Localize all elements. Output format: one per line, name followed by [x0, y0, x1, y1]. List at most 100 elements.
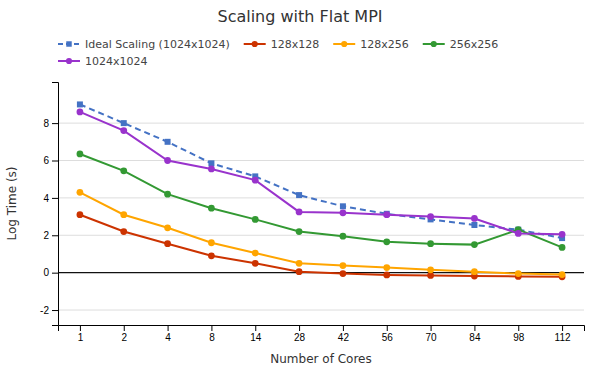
series-marker — [427, 240, 434, 247]
grid-line — [58, 160, 584, 161]
legend-marker — [66, 58, 72, 64]
x-tick-label: 8 — [209, 332, 215, 343]
series-marker — [164, 240, 171, 247]
x-tick: 98 — [513, 325, 525, 343]
legend-item: 256x256 — [423, 38, 499, 51]
legend-label: 128x256 — [360, 38, 409, 51]
series-marker — [296, 228, 303, 235]
legend-item: 128x128 — [244, 38, 320, 51]
x-tick-mark — [211, 325, 212, 331]
y-tick-label: -2 — [40, 305, 49, 316]
x-tick-label: 2 — [121, 332, 127, 343]
y-tick-label: 0 — [43, 267, 49, 278]
y-tick-label: 6 — [43, 155, 49, 166]
series-line — [80, 104, 562, 238]
marks — [77, 101, 566, 280]
series-marker — [208, 252, 215, 259]
y-tick-label: 8 — [43, 118, 49, 129]
x-tick-label: 56 — [382, 332, 394, 343]
x-tick: 14 — [250, 325, 262, 343]
y-tick-label: 4 — [43, 193, 49, 204]
series-marker — [252, 250, 259, 257]
x-tick-label: 42 — [338, 332, 350, 343]
series-marker — [164, 224, 171, 231]
legend-marker — [252, 41, 258, 47]
series-marker — [77, 109, 84, 116]
x-tick: 112 — [555, 325, 571, 343]
x-tick-mark — [168, 325, 169, 331]
x-tick-mark — [431, 325, 432, 331]
series-marker — [164, 191, 171, 198]
series-marker — [383, 264, 390, 271]
x-axis-title: Number of Cores — [270, 352, 371, 366]
x-tick-label: 1 — [78, 332, 84, 343]
x-tick-label: 4 — [165, 332, 171, 343]
series-marker — [559, 244, 566, 251]
y-tick: 2 — [43, 230, 58, 241]
y-tick-mark — [52, 161, 58, 162]
x-axis-line — [59, 326, 585, 332]
series-marker — [208, 160, 214, 166]
series-marker — [77, 211, 84, 218]
y-tick: 0 — [43, 267, 58, 278]
series-marker — [559, 271, 566, 278]
x-tick-mark — [124, 325, 125, 331]
series-marker — [296, 192, 302, 198]
series-marker — [340, 233, 347, 240]
y-tick-mark — [52, 310, 58, 311]
series-marker — [165, 139, 171, 145]
series-marker — [383, 272, 390, 279]
title: Scaling with Flat MPI — [217, 7, 382, 26]
x-tick-mark — [518, 325, 519, 331]
y-tick-mark — [52, 123, 58, 124]
series-marker — [471, 222, 477, 228]
series-marker — [427, 266, 434, 273]
x-tick-mark — [562, 325, 563, 331]
x-tick: 4 — [165, 325, 171, 343]
series-marker — [340, 270, 347, 277]
y-tick: 8 — [43, 118, 58, 129]
x-tick: 70 — [426, 325, 438, 343]
legend: Ideal Scaling (1024x1024) 128x128 128x256 2… — [58, 38, 498, 68]
x-tick-mark — [80, 325, 81, 331]
x-tick: 8 — [209, 325, 215, 343]
series-marker — [559, 231, 566, 238]
x-tick-label: 112 — [555, 332, 571, 343]
legend-label: 128x128 — [271, 38, 320, 51]
x-tick: 56 — [382, 325, 394, 343]
x-tick-label: 98 — [513, 332, 525, 343]
series-marker — [515, 270, 522, 277]
legend-marker — [431, 41, 437, 47]
legend-label: Ideal Scaling (1024x1024) — [85, 38, 230, 51]
legend-label: 256x256 — [450, 38, 499, 51]
series-marker — [121, 120, 127, 126]
series-marker — [208, 205, 215, 212]
legend-marker — [341, 41, 347, 47]
x-tick-mark — [299, 325, 300, 331]
series-marker — [77, 101, 83, 107]
series-marker — [471, 215, 478, 222]
x-tick-label: 84 — [469, 332, 481, 343]
series-marker — [120, 127, 127, 134]
series-marker — [340, 203, 346, 209]
y-tick-mark — [52, 198, 58, 199]
x-tick-mark — [387, 325, 388, 331]
plot: 1 2 4 8 14 28 42 56 70 84 98 112 -2 0 2 4 6 8 — [40, 83, 584, 344]
series-marker — [77, 189, 84, 196]
series-line — [80, 112, 562, 234]
x-tick-label: 28 — [294, 332, 306, 343]
y-tick: 6 — [43, 155, 58, 166]
series-marker — [340, 262, 347, 269]
x-tick-label: 14 — [250, 332, 262, 343]
legend-marker — [66, 41, 71, 46]
series-marker — [252, 216, 259, 223]
series — [77, 151, 566, 251]
series-marker — [77, 151, 84, 158]
series-marker — [340, 209, 347, 216]
series — [77, 101, 565, 241]
grid-line — [58, 123, 584, 124]
series-marker — [383, 211, 390, 218]
grid — [58, 123, 584, 310]
x-tick-mark — [474, 325, 475, 331]
grid-line — [58, 310, 584, 311]
